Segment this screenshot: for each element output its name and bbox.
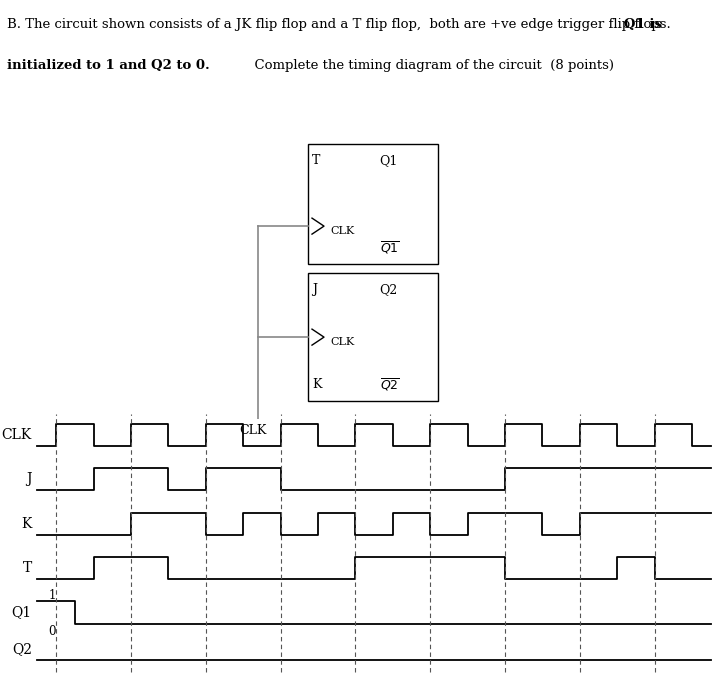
Text: CLK: CLK (1, 428, 32, 442)
Text: Q1 is: Q1 is (624, 18, 662, 31)
Text: CLK: CLK (330, 226, 354, 236)
Text: J: J (27, 473, 32, 486)
Text: T: T (312, 154, 320, 167)
Text: B. The circuit shown consists of a JK flip flop and a T flip flop,  both are +ve: B. The circuit shown consists of a JK fl… (7, 18, 675, 31)
Text: T: T (22, 561, 32, 575)
Text: Q1: Q1 (379, 154, 398, 167)
Text: Q1: Q1 (12, 606, 32, 619)
Bar (308, 144, 438, 264)
Text: Q2: Q2 (379, 283, 397, 296)
Bar (308, 273, 438, 401)
Text: initialized to 1 and Q2 to 0.: initialized to 1 and Q2 to 0. (7, 59, 210, 72)
Text: 1: 1 (49, 589, 56, 602)
Text: J: J (312, 283, 317, 296)
Text: CLK: CLK (330, 337, 354, 347)
Text: Complete the timing diagram of the circuit  (8 points): Complete the timing diagram of the circu… (246, 59, 614, 72)
Text: Q2: Q2 (12, 642, 32, 656)
Text: K: K (22, 516, 32, 531)
Text: $\overline{Q1}$: $\overline{Q1}$ (379, 240, 400, 256)
Text: CLK: CLK (239, 424, 266, 437)
Text: 0: 0 (49, 625, 56, 638)
Text: K: K (312, 378, 322, 391)
Text: $\overline{Q2}$: $\overline{Q2}$ (379, 377, 400, 393)
